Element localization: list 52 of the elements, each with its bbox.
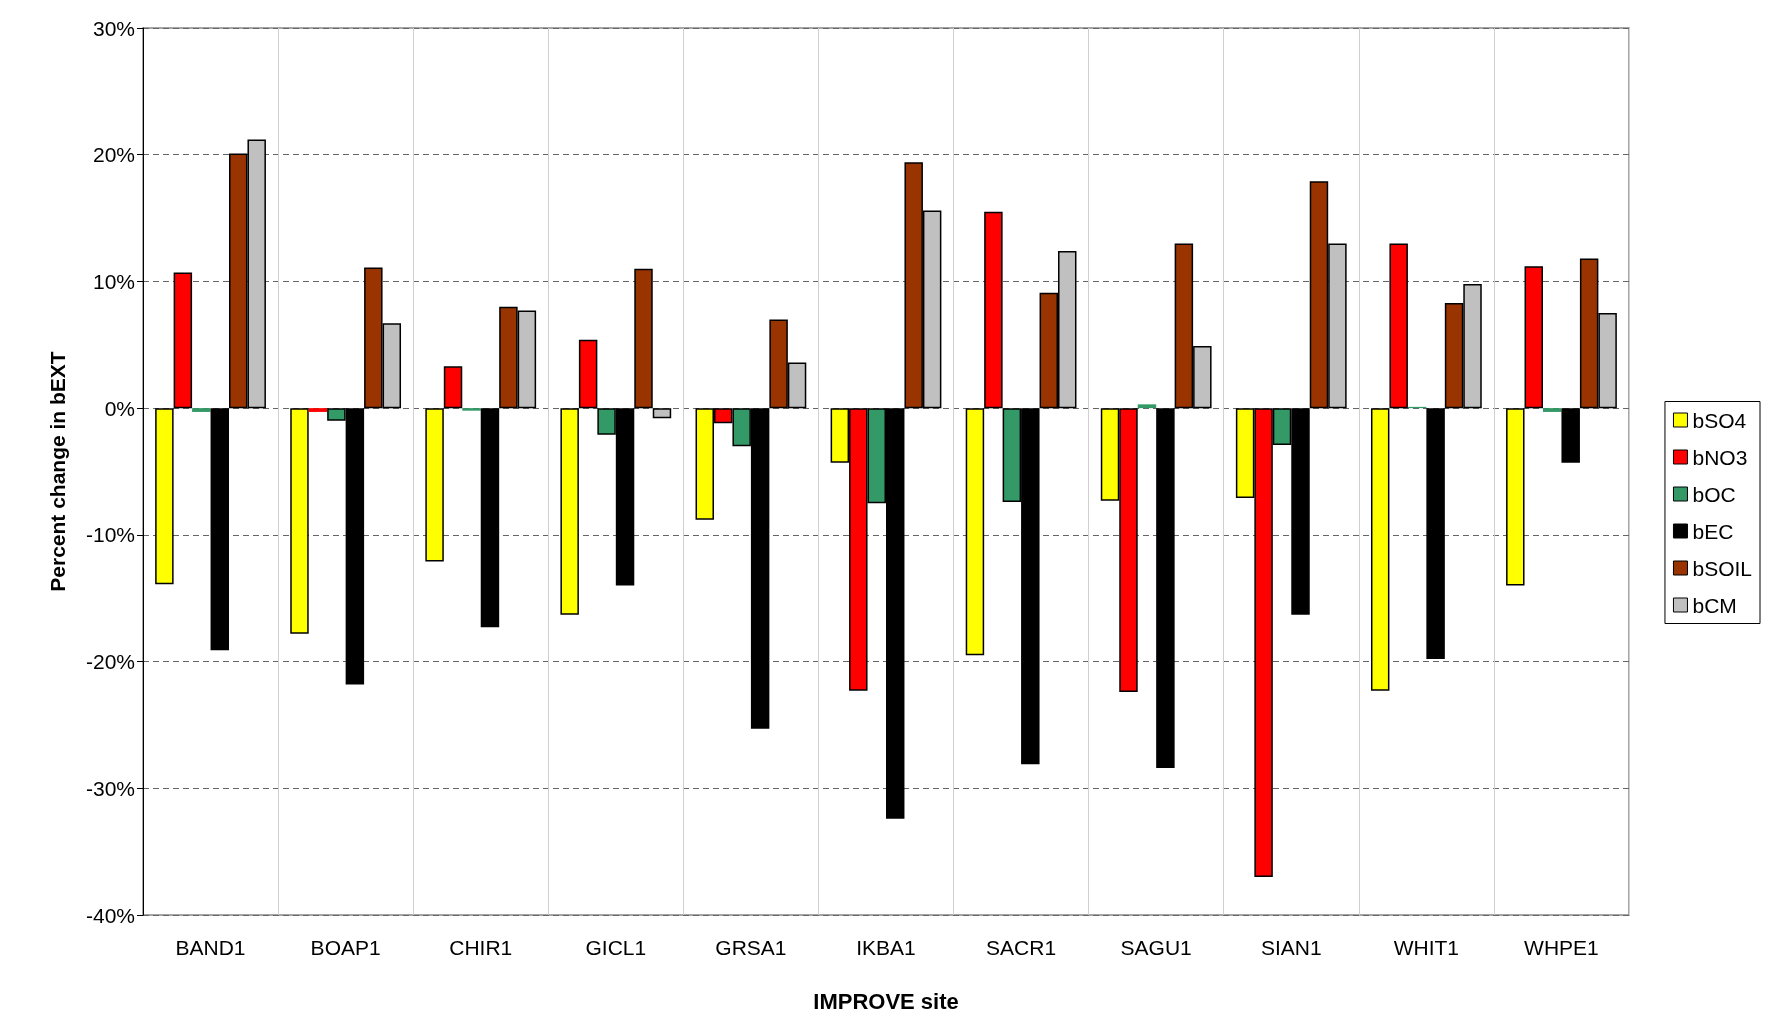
bar — [1137, 404, 1157, 409]
y-tick-label: -40% — [85, 903, 135, 927]
bar — [1561, 408, 1580, 463]
bar — [578, 339, 598, 409]
bar — [1426, 408, 1445, 660]
legend-label: bEC — [1692, 519, 1734, 543]
y-tick-label: -20% — [85, 650, 135, 674]
x-tick-label: BAND1 — [175, 936, 246, 959]
x-tick-label: SACR1 — [986, 936, 1057, 959]
y-tick-label: 0% — [104, 396, 135, 420]
bar — [965, 408, 985, 656]
x-tick-label: SIAN1 — [1260, 936, 1322, 959]
y-tick-label: 10% — [92, 269, 135, 293]
bar — [652, 408, 672, 419]
bar — [1524, 266, 1543, 409]
bar — [560, 408, 579, 615]
x-tick-label: GRSA1 — [715, 936, 787, 959]
bar — [290, 408, 309, 634]
bar — [1370, 408, 1390, 691]
y-tick-label: 20% — [92, 143, 135, 167]
bar — [192, 408, 211, 412]
legend-label: bOC — [1692, 482, 1736, 506]
y-tick-label: -30% — [85, 776, 135, 800]
bar — [1506, 408, 1525, 586]
x-tick-label: IKBA1 — [856, 936, 916, 959]
legend-label: bNO3 — [1692, 445, 1748, 469]
bar — [443, 366, 463, 409]
y-tick-label: -10% — [85, 523, 135, 547]
bar — [480, 408, 500, 628]
bar — [1156, 408, 1175, 769]
bar — [1542, 408, 1562, 412]
bar — [173, 272, 193, 409]
legend-label: bCM — [1692, 593, 1737, 617]
legend-label: bSO4 — [1692, 408, 1747, 432]
legend-label: bSOIL — [1692, 556, 1753, 580]
x-axis-title: IMPROVE site — [813, 988, 959, 1014]
bar — [425, 408, 444, 562]
bar — [462, 408, 481, 411]
bar — [155, 408, 174, 585]
x-tick-label: WHPE1 — [1524, 936, 1599, 959]
x-tick-label: GICL1 — [585, 936, 647, 959]
x-tick-label: WHIT1 — [1393, 936, 1460, 959]
bar — [210, 408, 230, 651]
x-tick-label: CHIR1 — [449, 936, 513, 959]
y-tick-label: 30% — [92, 16, 135, 40]
bar — [984, 211, 1003, 409]
bar — [308, 408, 328, 412]
y-axis-title: Percent change in bEXT — [46, 351, 69, 592]
x-tick-label: BOAP1 — [310, 936, 381, 959]
bar — [1389, 243, 1408, 409]
x-tick-label: SAGU1 — [1120, 936, 1192, 959]
bar — [634, 268, 653, 409]
